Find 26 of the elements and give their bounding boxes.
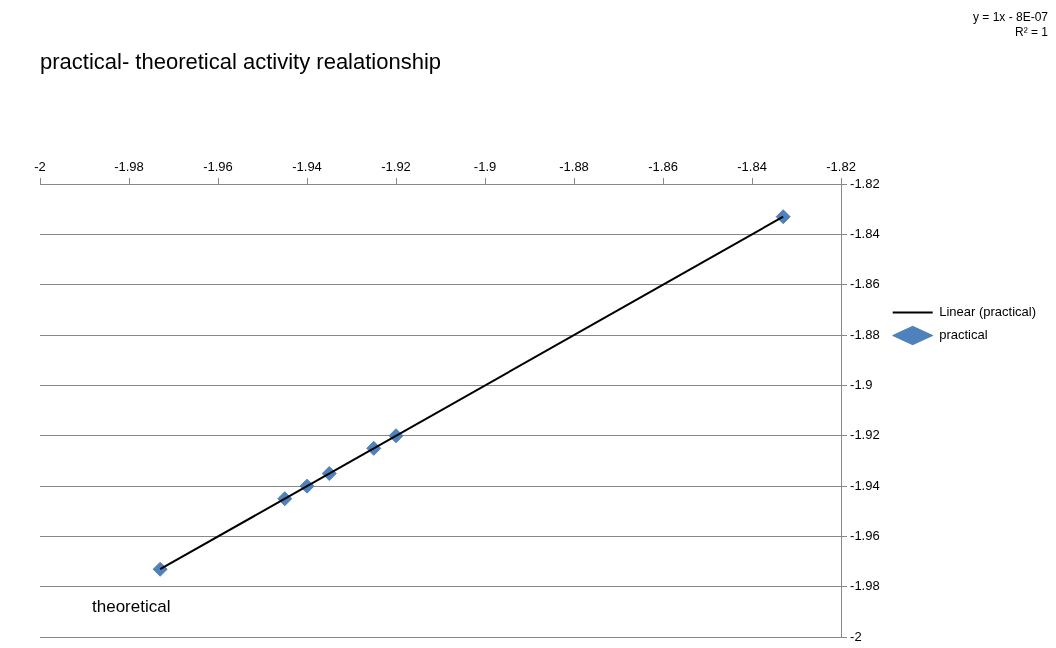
x-tick-label: -1.82	[826, 158, 856, 174]
y-tick-label: -1.84	[850, 225, 880, 241]
y-tick-label: -1.82	[850, 175, 880, 191]
x-axis-title: theoretical	[92, 597, 171, 617]
y-tick-label: -1.98	[850, 578, 880, 594]
x-tick-label: -1.98	[114, 158, 144, 174]
text: y = 1x - 8E-07	[972, 10, 1049, 25]
y-tick-label: -1.86	[850, 276, 880, 292]
x-tick-label: -1.94	[292, 158, 322, 174]
x-tick-label: -1.96	[203, 158, 233, 174]
legend-label: practical	[939, 327, 988, 343]
x-tick-label: -1.84	[737, 158, 767, 174]
chart-title: practical- theoretical activity realationship	[40, 49, 442, 75]
text: R² = 1	[1014, 25, 1049, 40]
x-tick-label: -1.9	[473, 158, 497, 174]
x-tick-label: -2	[34, 158, 46, 174]
y-tick-label: -2	[850, 628, 862, 644]
x-tick-label: -1.92	[381, 158, 411, 174]
y-tick-label: -1.88	[850, 326, 880, 342]
x-tick-label: -1.88	[559, 158, 589, 174]
y-tick-label: -1.94	[850, 477, 880, 493]
y-tick-label: -1.96	[850, 528, 880, 544]
legend-label: Linear (practical)	[939, 304, 1037, 320]
x-tick-label: -1.86	[648, 158, 678, 174]
y-tick-label: -1.92	[850, 427, 880, 443]
y-tick-label: -1.9	[850, 377, 873, 392]
